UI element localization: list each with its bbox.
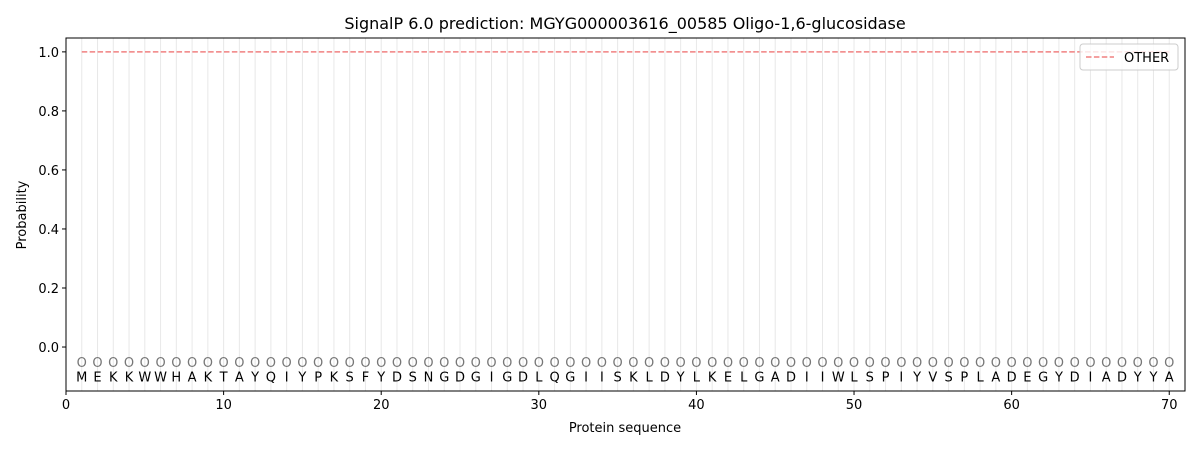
x-tick-label: 0	[62, 398, 70, 413]
chart-title: SignalP 6.0 prediction: MGYG000003616_00…	[344, 14, 905, 34]
x-tick-label: 40	[688, 398, 705, 413]
x-tick-label: 10	[215, 398, 232, 413]
y-tick-label: 0.6	[38, 164, 59, 179]
y-tick-label: 0.4	[38, 223, 59, 238]
y-tick-label: 0.2	[38, 282, 59, 297]
legend-label-other: OTHER	[1124, 51, 1169, 66]
x-tick-label: 70	[1161, 398, 1178, 413]
plot-frame	[65, 37, 1186, 392]
x-axis-label: Protein sequence	[569, 421, 681, 436]
y-axis-label: Probability	[15, 180, 30, 249]
x-tick-label: 50	[846, 398, 863, 413]
x-tick-label: 60	[1003, 398, 1020, 413]
legend: OTHER	[1079, 43, 1179, 71]
x-tick-label: 20	[373, 398, 390, 413]
y-tick-label: 0.8	[38, 105, 59, 120]
x-tick-label: 30	[531, 398, 548, 413]
region-labels: OOOOOOOOOOOOOOOOOOOOOOOOOOOOOOOOOOOOOOOO…	[77, 356, 1175, 371]
residue-sequence: MEKKWWHAKTAYQIYPKSFYDSNGDGIGDLQGIISKLDYL…	[76, 371, 1174, 386]
y-tick-label: 1.0	[38, 46, 59, 61]
y-tick-label: 0.0	[38, 341, 59, 356]
